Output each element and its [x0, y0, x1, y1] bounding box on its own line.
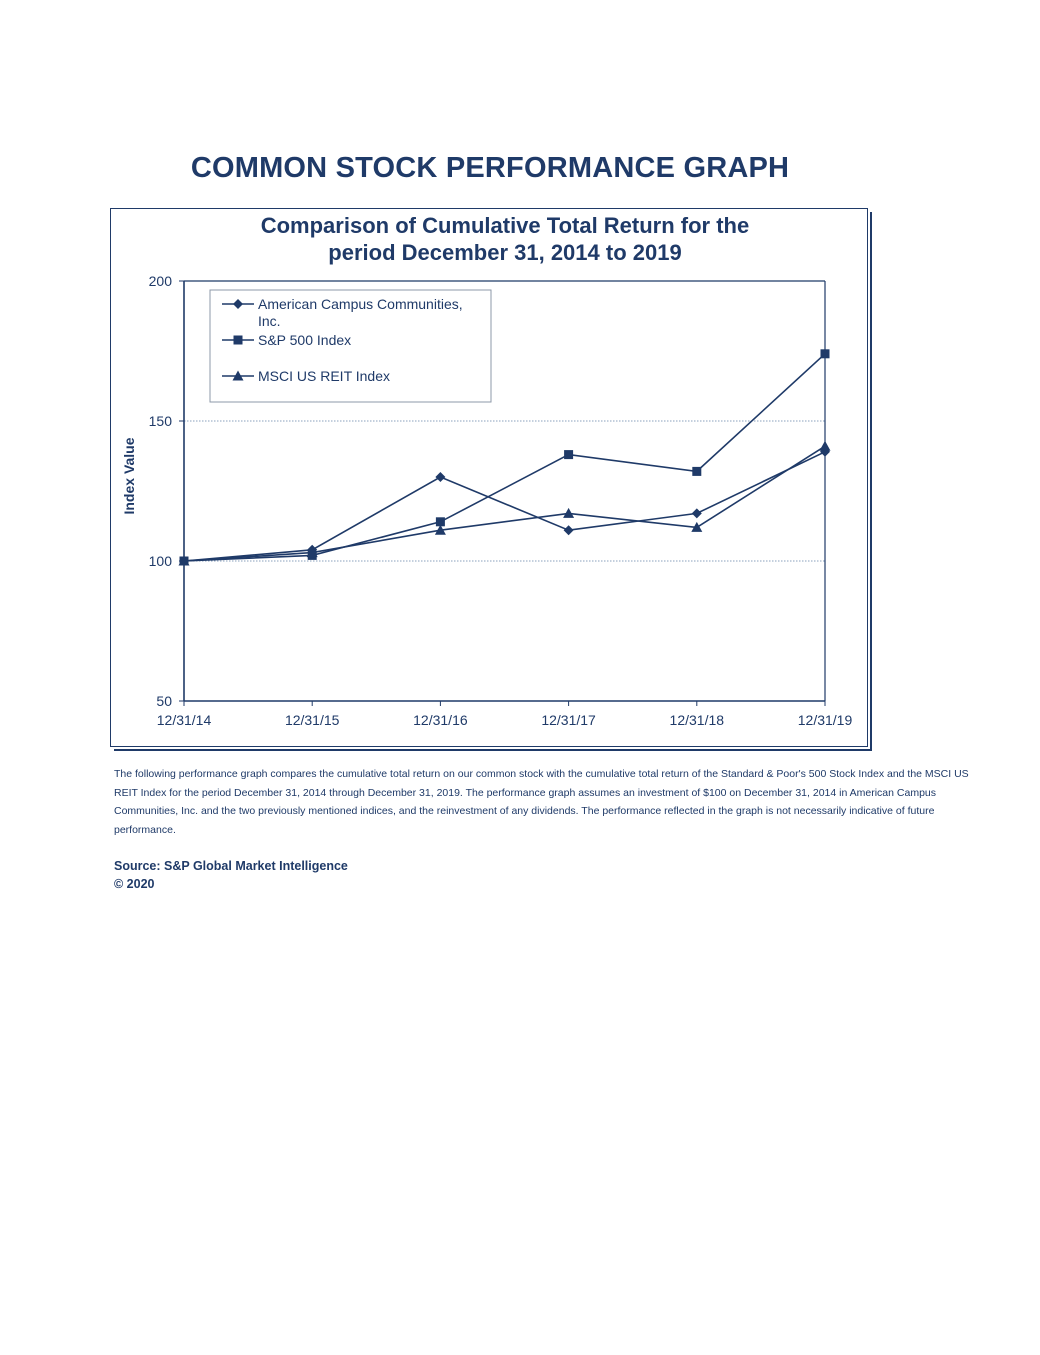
data-point-diamond — [435, 472, 446, 482]
chart-title-line1: Comparison of Cumulative Total Return fo… — [260, 213, 750, 238]
x-tick-label: 12/31/16 — [413, 712, 468, 728]
legend-label: MSCI US REIT Index — [258, 368, 390, 384]
series-line-1 — [183, 353, 826, 562]
y-tick-label: 100 — [149, 553, 173, 569]
data-point-triangle — [563, 507, 575, 518]
data-point-triangle — [434, 524, 446, 535]
x-tick-label: 12/31/19 — [798, 712, 853, 728]
data-point-square — [820, 349, 830, 359]
data-point-triangle — [306, 547, 318, 558]
legend-label: S&P 500 Index — [258, 332, 351, 348]
data-point-triangle — [691, 521, 703, 532]
data-point-triangle — [819, 440, 831, 451]
data-point-diamond — [563, 525, 574, 536]
data-point-diamond — [820, 446, 830, 457]
chart-frame-shadow — [114, 212, 872, 751]
y-tick-label: 150 — [149, 413, 173, 429]
data-point-triangle — [178, 555, 190, 566]
legend-label: Inc. — [258, 313, 281, 329]
data-point-square — [435, 517, 445, 527]
x-tick-label: 12/31/14 — [157, 712, 212, 728]
page-title: COMMON STOCK PERFORMANCE GRAPH — [190, 152, 790, 184]
copyright-text: © 2020 — [114, 877, 155, 891]
chart-title-line2: period December 31, 2014 to 2019 — [328, 240, 682, 265]
line-chart: 50 100 150 200 12/31/14 12/31/15 12/31/16 12/31… — [121, 273, 853, 728]
y-tick-label: 50 — [156, 693, 172, 709]
legend-label: American Campus Communities, — [258, 296, 463, 312]
legend-marker — [233, 335, 243, 345]
y-axis-title: Index Value — [121, 437, 137, 514]
description-text: The following performance graph compares… — [114, 768, 969, 836]
series-line-2 — [183, 445, 826, 562]
source-block: Source: S&P Global Market Intelligence ©… — [114, 857, 348, 893]
x-tick-label: 12/31/18 — [670, 712, 725, 728]
x-tick-label: 12/31/15 — [285, 712, 340, 728]
data-point-square — [564, 450, 574, 460]
legend-box — [209, 289, 492, 403]
y-tick-label: 200 — [149, 273, 173, 289]
legend-marker — [232, 370, 244, 381]
source-text: Source: S&P Global Market Intelligence — [114, 859, 348, 873]
chart-title: Comparison of Cumulative Total Return fo… — [110, 212, 900, 266]
legend-marker — [233, 299, 243, 309]
data-point-diamond — [691, 508, 702, 519]
data-point-square — [692, 466, 702, 476]
x-tick-label: 12/31/17 — [541, 712, 596, 728]
series-line-0 — [183, 451, 826, 562]
